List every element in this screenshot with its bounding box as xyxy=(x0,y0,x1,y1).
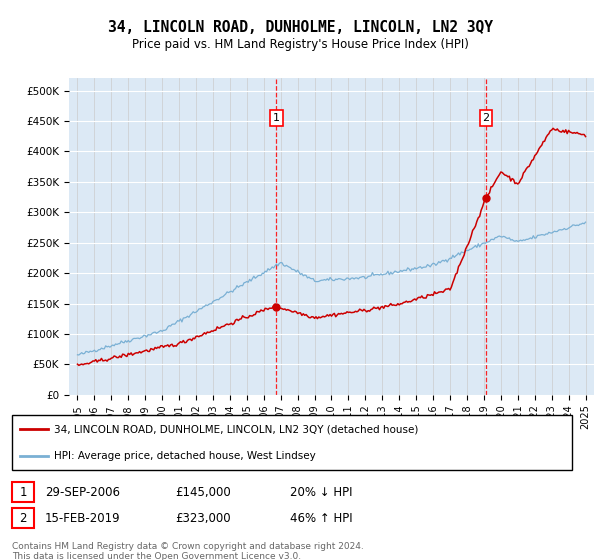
Text: 46% ↑ HPI: 46% ↑ HPI xyxy=(290,512,353,525)
Text: 2: 2 xyxy=(482,113,490,123)
Text: 34, LINCOLN ROAD, DUNHOLME, LINCOLN, LN2 3QY: 34, LINCOLN ROAD, DUNHOLME, LINCOLN, LN2… xyxy=(107,20,493,35)
Text: £145,000: £145,000 xyxy=(175,486,231,498)
Text: HPI: Average price, detached house, West Lindsey: HPI: Average price, detached house, West… xyxy=(54,451,316,461)
Text: £323,000: £323,000 xyxy=(175,512,230,525)
Bar xyxy=(12,482,34,502)
Text: Contains HM Land Registry data © Crown copyright and database right 2024.
This d: Contains HM Land Registry data © Crown c… xyxy=(12,542,364,560)
Text: 29-SEP-2006: 29-SEP-2006 xyxy=(45,486,120,498)
Text: 20% ↓ HPI: 20% ↓ HPI xyxy=(290,486,353,498)
Bar xyxy=(12,416,572,470)
Bar xyxy=(12,508,34,528)
Text: 1: 1 xyxy=(273,113,280,123)
Text: 1: 1 xyxy=(19,486,27,498)
Text: Price paid vs. HM Land Registry's House Price Index (HPI): Price paid vs. HM Land Registry's House … xyxy=(131,38,469,51)
Text: 2: 2 xyxy=(19,512,27,525)
Text: 34, LINCOLN ROAD, DUNHOLME, LINCOLN, LN2 3QY (detached house): 34, LINCOLN ROAD, DUNHOLME, LINCOLN, LN2… xyxy=(54,424,418,435)
Text: 15-FEB-2019: 15-FEB-2019 xyxy=(45,512,121,525)
